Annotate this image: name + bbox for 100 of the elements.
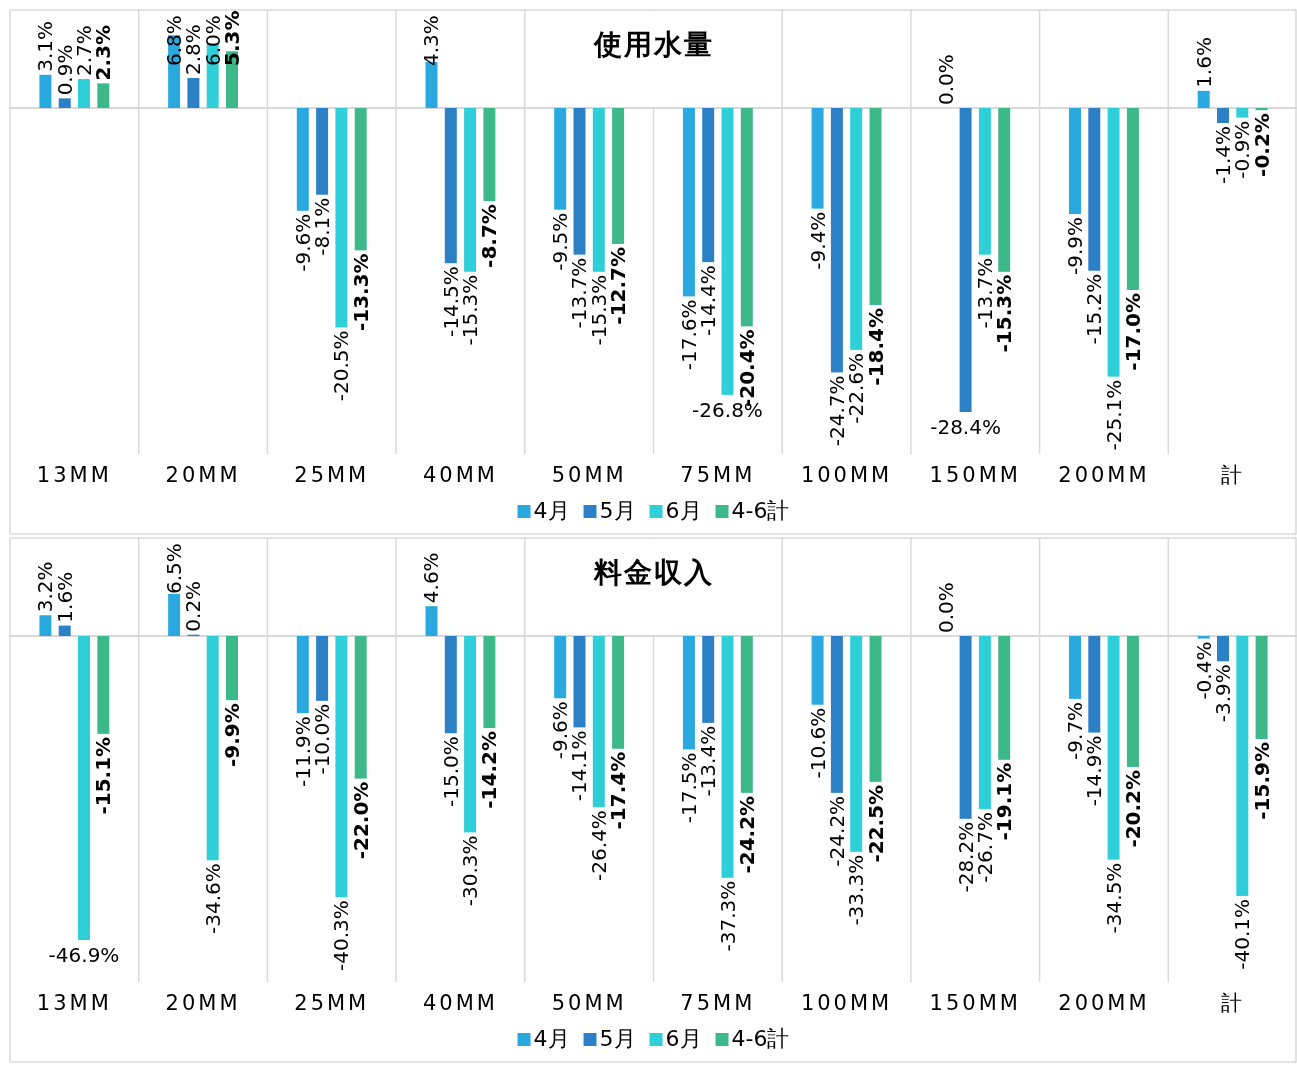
legend-label: 5月 xyxy=(599,1026,636,1051)
x-tick-label: 40MM xyxy=(422,463,498,487)
x-tick-label: 150MM xyxy=(929,463,1021,487)
bar xyxy=(1088,108,1101,271)
data-label: -14.2% xyxy=(477,731,502,809)
bar xyxy=(959,108,972,412)
bar xyxy=(1197,636,1210,639)
bar xyxy=(998,108,1011,272)
bar xyxy=(998,636,1011,760)
bar xyxy=(444,636,457,734)
bar xyxy=(740,108,753,327)
bar xyxy=(206,636,219,861)
chart-title: 料金収入 xyxy=(592,556,714,589)
data-label: 4.6% xyxy=(419,552,444,604)
x-tick-label: 25MM xyxy=(294,463,370,487)
bar xyxy=(78,79,90,108)
x-tick-label: 50MM xyxy=(551,991,627,1015)
bar xyxy=(721,108,734,395)
bar xyxy=(1107,636,1120,860)
data-label: 0.0% xyxy=(934,54,959,105)
legend-label: 6月 xyxy=(665,1026,702,1051)
data-label: -34.6% xyxy=(200,863,225,935)
x-tick-label: 20MM xyxy=(165,463,241,487)
data-label: -15.0% xyxy=(438,736,463,807)
bar xyxy=(316,636,329,701)
bar xyxy=(959,636,972,819)
bar xyxy=(483,636,496,729)
bar xyxy=(869,636,882,782)
bar xyxy=(811,636,824,705)
bar xyxy=(425,606,438,636)
bar xyxy=(702,636,715,723)
x-tick-label: 13MM xyxy=(36,463,112,487)
bar xyxy=(58,625,71,636)
data-label: -8.7% xyxy=(477,204,502,268)
bar xyxy=(850,108,863,350)
x-tick-label: 13MM xyxy=(36,991,112,1015)
x-tick-label: 計 xyxy=(1220,463,1245,487)
bar xyxy=(592,108,605,272)
data-label: -25.1% xyxy=(1101,379,1126,451)
bar xyxy=(354,636,367,779)
x-tick-label: 計 xyxy=(1220,991,1245,1015)
x-tick-label: 100MM xyxy=(800,463,893,487)
bar xyxy=(554,636,567,699)
bar xyxy=(978,108,991,255)
bar xyxy=(1236,636,1249,896)
bar xyxy=(39,615,52,636)
x-tick-label: 75MM xyxy=(680,991,756,1015)
data-label: 4.3% xyxy=(419,15,444,66)
data-label: -15.2% xyxy=(1082,273,1107,345)
bar xyxy=(444,108,457,264)
bar xyxy=(1197,90,1210,108)
bar xyxy=(1126,108,1139,290)
x-tick-label: 100MM xyxy=(800,991,893,1015)
bar xyxy=(335,108,348,328)
data-label: -24.2% xyxy=(734,795,759,874)
bar xyxy=(850,636,863,852)
bar xyxy=(682,108,695,297)
data-label: -37.3% xyxy=(715,880,740,952)
bar xyxy=(592,636,605,808)
bar xyxy=(226,636,238,701)
bar xyxy=(39,74,52,108)
bar xyxy=(97,636,110,734)
bar xyxy=(1088,636,1101,733)
chart-title: 使用水量 xyxy=(592,28,714,61)
bar xyxy=(1069,108,1081,214)
bar xyxy=(58,98,71,108)
data-label: -34.5% xyxy=(1101,862,1126,934)
legend-label: 4-6計 xyxy=(731,1026,790,1051)
bar xyxy=(721,636,734,878)
legend-label: 6月 xyxy=(665,498,702,523)
legend-label: 4月 xyxy=(533,1026,570,1051)
bar xyxy=(702,108,715,263)
data-label: -40.3% xyxy=(329,900,354,971)
bar xyxy=(97,83,110,108)
bar xyxy=(740,636,753,793)
bar xyxy=(296,636,309,714)
bar xyxy=(1126,636,1139,767)
x-tick-label: 200MM xyxy=(1058,463,1150,487)
data-label: -20.2% xyxy=(1120,769,1145,848)
bar xyxy=(464,108,477,272)
data-label: -22.0% xyxy=(348,781,373,860)
bar xyxy=(573,636,586,728)
bar xyxy=(811,108,824,209)
bar xyxy=(554,108,567,210)
bar xyxy=(612,108,625,244)
bar xyxy=(1236,108,1249,118)
bar xyxy=(869,108,882,305)
data-label: 0.0% xyxy=(934,582,959,633)
data-label: -15.1% xyxy=(91,736,116,815)
bar xyxy=(1255,108,1268,111)
bar xyxy=(296,108,309,211)
data-label: -13.3% xyxy=(348,253,373,332)
legend-label: 5月 xyxy=(599,498,636,523)
data-label: -40.1% xyxy=(1230,898,1255,970)
data-label: -17.0% xyxy=(1120,292,1145,371)
x-tick-label: 200MM xyxy=(1058,991,1150,1015)
data-label: -15.9% xyxy=(1249,742,1274,820)
data-label: -46.9% xyxy=(48,943,120,967)
bar xyxy=(354,108,367,251)
bar xyxy=(830,636,843,793)
